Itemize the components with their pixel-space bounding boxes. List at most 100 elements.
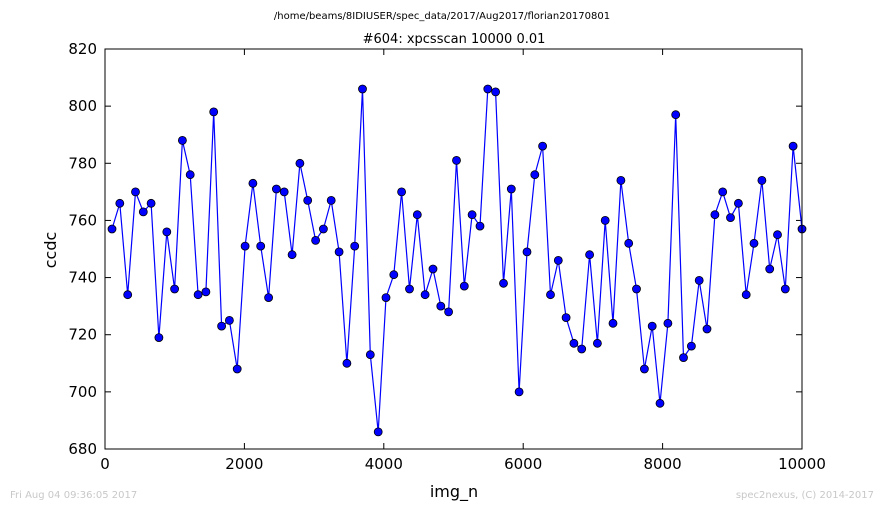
data-point — [530, 170, 540, 180]
x-tick-label: 4000 — [365, 455, 403, 473]
data-point — [726, 213, 735, 223]
data-point — [318, 224, 328, 234]
data-point — [538, 141, 547, 151]
x-tick-label: 8000 — [644, 455, 682, 473]
data-point — [373, 427, 383, 437]
data-point — [640, 364, 649, 374]
data-point — [381, 293, 391, 303]
data-point — [201, 287, 211, 297]
data-point — [287, 250, 297, 260]
data-point — [303, 195, 313, 205]
data-point — [420, 290, 430, 300]
y-axis-label: ccdc — [41, 232, 60, 269]
data-point — [702, 324, 712, 334]
data-point — [514, 387, 524, 397]
data-point — [741, 290, 751, 300]
data-point — [405, 284, 414, 294]
data-point — [350, 241, 360, 251]
footer-credit: spec2nexus, (C) 2014-2017 — [736, 490, 874, 501]
data-point — [491, 87, 501, 97]
data-point — [154, 333, 164, 343]
data-point — [710, 210, 720, 220]
data-point — [264, 293, 274, 303]
data-point — [718, 187, 728, 197]
data-point — [506, 184, 516, 194]
data-point — [757, 175, 767, 185]
data-point — [522, 247, 532, 257]
data-point — [412, 210, 422, 220]
y-tick-label: 700 — [68, 383, 97, 401]
data-point — [365, 350, 375, 360]
file-path: /home/beams/8IDIUSER/spec_data/2017/Aug2… — [274, 11, 610, 22]
y-tick-label: 680 — [68, 440, 97, 458]
data-point — [209, 107, 219, 117]
data-point — [679, 353, 688, 363]
data-point — [671, 110, 681, 120]
data-point — [600, 215, 610, 225]
data-point — [256, 241, 266, 251]
data-point — [185, 170, 195, 180]
data-point — [749, 238, 759, 248]
data-point — [138, 207, 148, 217]
x-tick-label: 0 — [100, 455, 110, 473]
data-point — [585, 250, 594, 260]
data-point — [780, 284, 790, 294]
data-point — [788, 141, 798, 151]
data-point — [279, 187, 289, 197]
data-point — [459, 281, 469, 291]
data-point — [326, 195, 336, 205]
x-tick-label: 10000 — [778, 455, 826, 473]
data-point — [467, 210, 477, 220]
data-point — [217, 321, 227, 331]
data-point — [295, 158, 305, 168]
data-point — [162, 227, 172, 237]
data-point — [561, 313, 571, 323]
data-point — [632, 284, 641, 294]
data-point — [436, 301, 446, 311]
data-point — [569, 338, 579, 348]
data-point — [553, 255, 563, 265]
y-tick-label: 780 — [68, 154, 97, 172]
data-point — [499, 278, 508, 288]
data-point — [107, 224, 117, 234]
footer-timestamp: Fri Aug 04 09:36:05 2017 — [10, 490, 137, 501]
data-point — [647, 321, 657, 331]
data-point — [663, 318, 673, 328]
plot-frame — [104, 48, 803, 450]
data-point — [397, 187, 407, 197]
data-point — [334, 247, 344, 257]
data-point — [444, 307, 454, 317]
data-point — [358, 84, 367, 94]
y-tick-label: 740 — [68, 269, 97, 287]
data-point — [232, 364, 242, 374]
data-point — [616, 175, 626, 185]
data-point — [311, 235, 321, 245]
y-tick-label: 760 — [68, 211, 97, 229]
y-tick-label: 720 — [68, 326, 97, 344]
data-point — [546, 290, 555, 300]
data-point — [193, 290, 203, 300]
y-tick-label: 820 — [68, 40, 97, 58]
data-point — [170, 284, 180, 294]
data-point — [773, 230, 782, 240]
x-tick-label: 2000 — [225, 455, 263, 473]
data-point — [608, 318, 618, 328]
data-point — [146, 198, 156, 208]
data-point — [655, 398, 665, 408]
data-point — [687, 341, 696, 351]
data-point — [694, 275, 704, 285]
data-point — [224, 315, 234, 325]
chart-title: #604: xpcsscan 10000 0.01 — [363, 32, 546, 47]
x-axis-label: img_n — [430, 482, 478, 502]
data-point — [389, 270, 399, 280]
data-series — [107, 84, 807, 437]
x-tick-label: 6000 — [504, 455, 542, 473]
data-point — [248, 178, 258, 188]
axis-ticks: 0 2000 4000 6000 8000 10000 680 700 720 740 760 780… — [68, 40, 826, 473]
data-point — [115, 198, 125, 208]
data-point — [177, 135, 187, 145]
data-point — [593, 338, 602, 348]
data-point — [624, 238, 634, 248]
data-point — [123, 290, 133, 300]
